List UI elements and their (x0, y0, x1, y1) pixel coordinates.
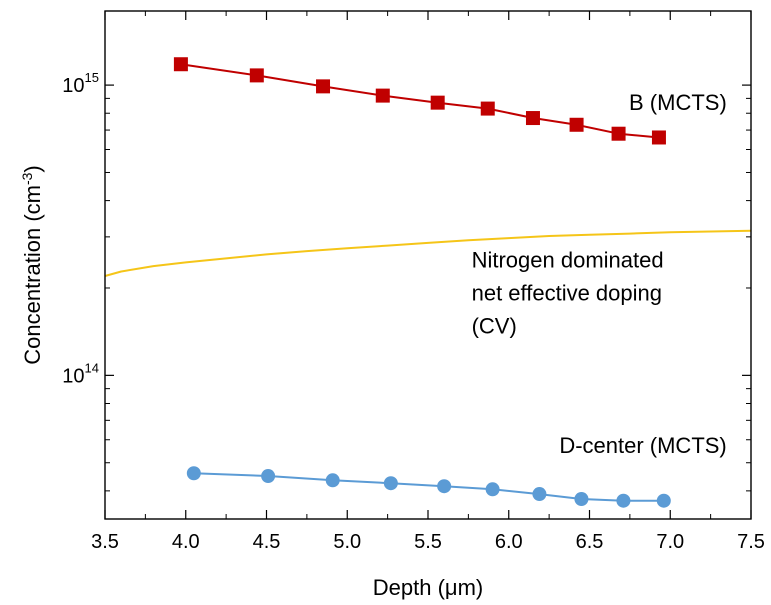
x-tick-label: 5.5 (414, 531, 442, 553)
annotation-line: (CV) (472, 314, 517, 339)
data-point-circle (485, 482, 500, 497)
data-point-circle (383, 476, 398, 491)
y-tick-label-exp: 15 (85, 70, 99, 85)
data-point-circle (574, 492, 589, 507)
y-axis-title-close: ) (20, 165, 45, 172)
annotation-line: net effective doping (472, 281, 662, 306)
data-point-circle (325, 473, 340, 488)
annotation-line: Nitrogen dominated (472, 248, 664, 273)
data-point-circle (261, 469, 276, 484)
plot-area (105, 11, 751, 519)
y-tick-label-base: 10 (62, 365, 84, 387)
data-point-square (375, 88, 390, 103)
series-line-0 (180, 63, 659, 139)
data-point-square (249, 68, 264, 83)
data-point-circle (656, 493, 671, 508)
y-axis-title-base: Concentration (cm (20, 185, 45, 365)
annotation-layer: B (MCTS) Nitrogen dominated net effective … (472, 90, 727, 458)
data-point-circle (437, 479, 452, 494)
x-tick-label: 6.0 (495, 531, 523, 553)
x-tick-label: 7.0 (656, 531, 684, 553)
data-point-circle (532, 487, 547, 502)
annotation-n: Nitrogen dominated net effective doping (C… (472, 248, 664, 339)
data-point-square (525, 111, 540, 126)
x-tick-label: 7.5 (737, 531, 765, 553)
data-point-square (430, 95, 445, 110)
x-tick-label: 4.5 (253, 531, 281, 553)
data-point-circle (616, 493, 631, 508)
x-tick-label: 3.5 (91, 531, 119, 553)
data-point-square (173, 57, 188, 72)
data-point-square (480, 101, 495, 116)
y-tick-label-base: 10 (62, 75, 84, 97)
plot-frame (104, 10, 752, 520)
annotation-line: B (MCTS) (629, 90, 727, 115)
data-point-square (611, 126, 626, 141)
data-point-circle (186, 466, 201, 481)
y-axis-title: Concentration (cm-3) (19, 165, 45, 365)
series-line-2 (193, 472, 664, 502)
series-layer (104, 57, 752, 508)
series-line-1 (104, 229, 752, 277)
data-point-square (569, 117, 584, 132)
x-axis-title: Depth (μm) (373, 575, 483, 600)
y-tick-label: 1015 (62, 70, 99, 97)
annotation-line: D-center (MCTS) (559, 433, 726, 458)
x-tick-label: 5.0 (333, 531, 361, 553)
y-tick-label: 1014 (62, 360, 99, 387)
y-axis-title-sup: -3 (19, 172, 35, 185)
data-point-square (651, 130, 666, 145)
annotation-b: B (MCTS) (629, 90, 727, 115)
x-tick-label: 6.5 (576, 531, 604, 553)
y-tick-label-exp: 14 (85, 360, 99, 375)
x-tick-label: 4.0 (172, 531, 200, 553)
annotation-d: D-center (MCTS) (559, 433, 726, 458)
data-point-square (316, 79, 331, 94)
